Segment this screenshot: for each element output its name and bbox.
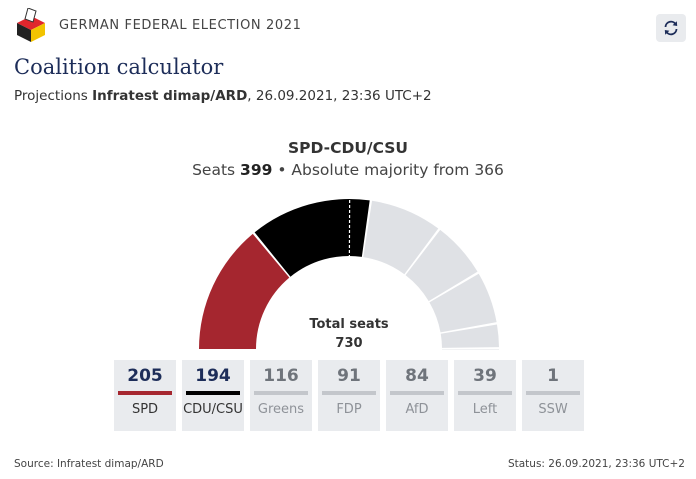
party-seats-ssw: 1 [547,366,559,386]
party-color-bar-ssw [526,391,580,395]
majority-text: • Absolute majority from 366 [272,161,504,179]
party-tile-fdp[interactable]: 91 FDP [318,360,380,431]
status-note: Status: 26.09.2021, 23:36 UTC+2 [507,458,685,470]
party-name-spd: SPD [131,402,159,417]
party-seats-cdu-csu: 194 [195,366,231,386]
party-name-cdu-csu: CDU/CSU [183,402,243,417]
seat-segment-ssw [441,349,499,350]
party-color-bar-left [458,391,512,395]
party-name-left: Left [472,402,498,417]
party-color-bar-afd [390,391,444,395]
coalition-seat-count: 399 [240,161,273,179]
party-seats-afd: 84 [405,366,429,386]
party-seats-left: 39 [473,366,497,386]
party-name-ssw: SSW [538,402,568,417]
coalition-name: SPD-CDU/CSU [287,139,408,157]
party-tile-ssw[interactable]: 1 SSW [522,360,584,431]
party-name-afd: AfD [405,402,429,417]
refresh-icon [664,20,678,36]
source-note: Source: Infratest dimap/ARD [14,458,164,470]
brand-title: GERMAN FEDERAL ELECTION 2021 [59,18,302,33]
party-color-bar-fdp [322,391,376,395]
subtitle-source: Infratest dimap/ARD [92,88,248,104]
party-name-fdp: FDP [336,402,362,417]
subtitle-suffix: , 26.09.2021, 23:36 UTC+2 [247,88,432,104]
coalition-seats-line: Seats 399 • Absolute majority from 366 [0,161,696,179]
party-name-greens: Greens [257,402,305,417]
seat-segment-spd [199,233,290,349]
seat-segment-afd [429,273,497,333]
party-tile-afd[interactable]: 84 AfD [386,360,448,431]
total-seats-value: 730 [335,336,363,351]
seat-segment-cdu-csu [254,199,370,277]
subtitle-prefix: Projections [14,88,93,104]
seat-segment-greens [363,200,439,275]
party-tile-spd[interactable]: 205 SPD [114,360,176,431]
party-seats-greens: 116 [263,366,299,386]
party-tile-greens[interactable]: 116 Greens [250,360,312,431]
party-tile-left[interactable]: 39 Left [454,360,516,431]
total-seats-label: Total seats [309,317,389,332]
party-color-bar-greens [254,391,308,395]
refresh-button[interactable] [656,14,686,42]
party-seats-fdp: 91 [337,366,361,386]
ballot-box-logo-icon [17,8,45,42]
seat-segment-fdp [405,229,478,302]
party-color-bar-cdu-csu [186,391,240,395]
seat-segment-left [440,324,499,348]
page-subtitle: Projections Infratest dimap/ARD, 26.09.2… [14,88,432,104]
party-color-bar-spd [118,391,172,395]
party-tile-cdu-csu[interactable]: 194 CDU/CSU [182,360,244,431]
party-seats-spd: 205 [127,366,163,386]
header: GERMAN FEDERAL ELECTION 2021 [16,8,686,44]
page-title: Coalition calculator [14,55,224,79]
seats-label: Seats [192,161,241,179]
